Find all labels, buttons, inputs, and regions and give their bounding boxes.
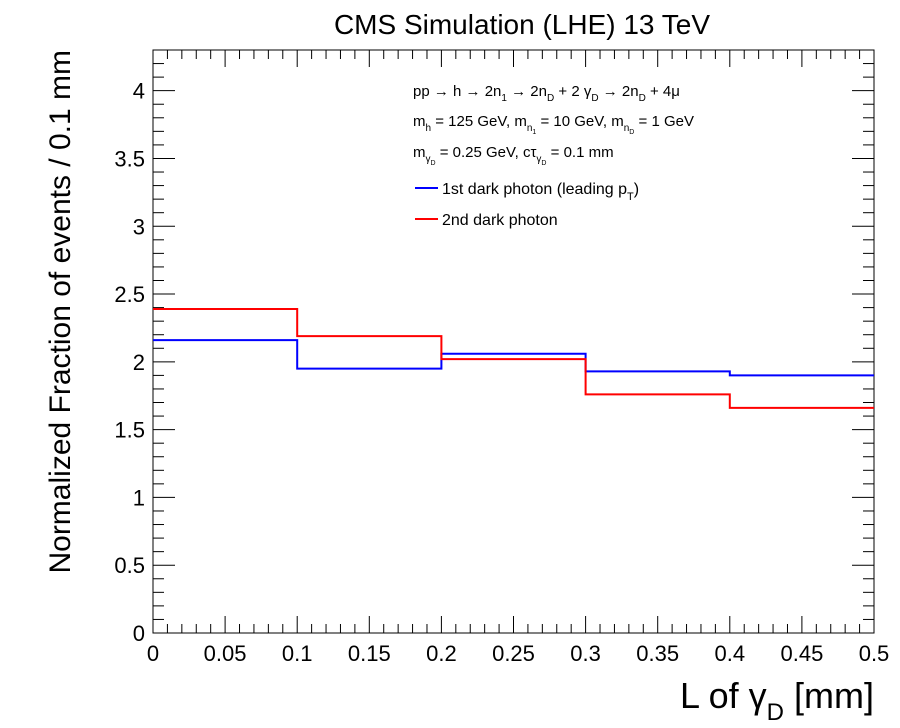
x-tick-label: 0 [147,641,159,666]
legend: 1st dark photon (leading pT) 2nd dark ph… [415,181,639,229]
x-tick-label: 0.25 [492,641,535,666]
x-tick-label: 0.2 [426,641,457,666]
series-1-step-line [153,339,874,377]
y-tick-label: 2.5 [114,282,145,307]
x-axis-label: L of γD [mm] [680,675,874,726]
x-tick-label: 0.1 [282,641,313,666]
series-layer [153,307,874,409]
x-tick-label: 0.15 [348,641,391,666]
axes: 0 0.05 0.1 0.15 0.2 0.25 0.3 0.35 0.4 0.45 0.5 0 0.5… [114,49,890,666]
plot-frame [152,49,875,634]
series-2-step-line [153,307,874,409]
x-tick-label: 0.35 [636,641,679,666]
legend-label-series-2: 2nd dark photon [442,212,558,229]
y-axis-label: Normalized Fraction of events / 0.1 mm [44,50,77,574]
annotation-process: pp → h → 2n1 → 2nD + 2 γD → 2nD + 4μ [413,83,680,104]
y-tick-label: 1 [133,485,145,510]
x-tick-label: 0.05 [204,641,247,666]
x-tick-label: 0.5 [859,641,890,666]
y-tick-label: 2 [133,350,145,375]
y-tick-label: 0.5 [114,553,145,578]
annotation-masses: mh = 125 GeV, mn1 = 10 GeV, mnD = 1 GeV [413,113,694,136]
y-tick-label: 1.5 [114,418,145,443]
y-tick-label: 0 [133,621,145,646]
y-tick-label: 3.5 [114,146,145,171]
x-tick-label: 0.3 [570,641,601,666]
annotation-darkphoton: mγD = 0.25 GeV, cτγD = 0.1 mm [413,144,614,167]
chart-title: CMS Simulation (LHE) 13 TeV [334,9,710,40]
legend-label-series-1: 1st dark photon (leading pT) [442,181,639,203]
x-tick-label: 0.4 [715,641,746,666]
annotation-block: pp → h → 2n1 → 2nD + 2 γD → 2nD + 4μ mh … [413,83,694,167]
y-tick-label: 4 [133,79,145,104]
x-tick-label: 0.45 [780,641,823,666]
y-tick-label: 3 [133,214,145,239]
